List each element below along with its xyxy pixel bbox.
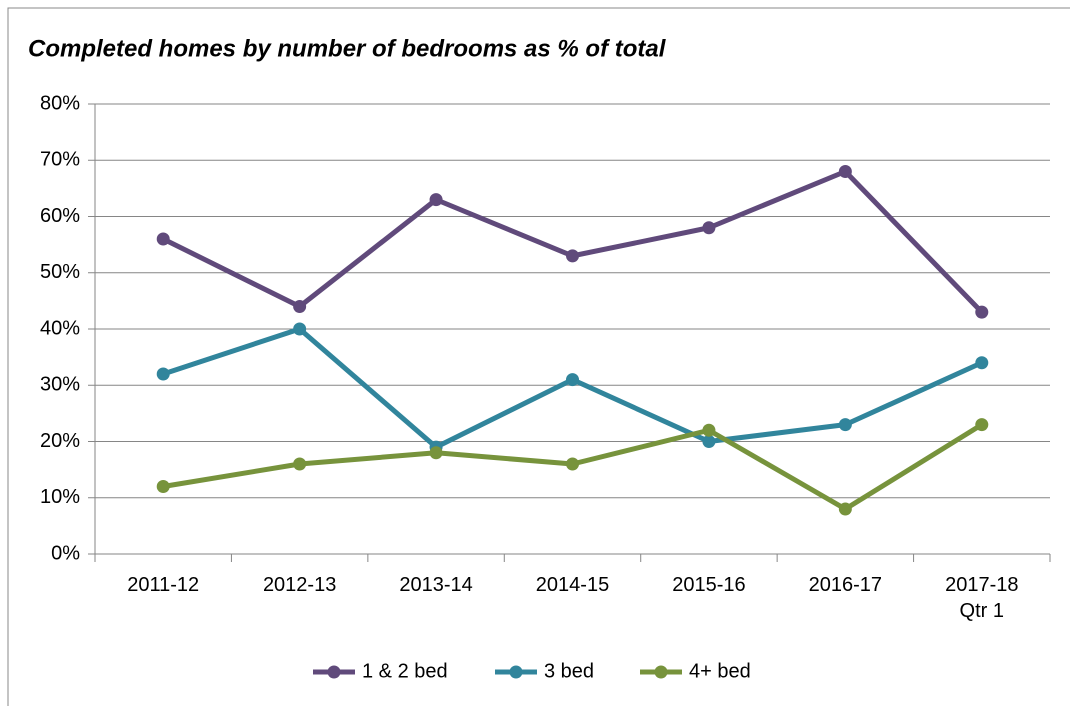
x-tick-label: 2011-12 bbox=[127, 574, 200, 596]
data-point bbox=[838, 502, 852, 516]
legend-marker bbox=[654, 665, 668, 679]
data-point bbox=[429, 193, 443, 207]
data-point bbox=[838, 418, 852, 432]
y-tick-label: 60% bbox=[40, 205, 80, 227]
data-point bbox=[293, 300, 307, 313]
y-tick-label: 50% bbox=[40, 261, 80, 283]
data-point bbox=[838, 165, 852, 178]
y-tick-label: 10% bbox=[40, 486, 80, 508]
chart-title: Completed homes by number of bedrooms as… bbox=[28, 35, 667, 62]
legend-label: 4+ bed bbox=[689, 660, 751, 682]
x-tick-label: 2012-13 bbox=[262, 574, 337, 596]
data-point bbox=[293, 457, 307, 471]
legend-marker bbox=[327, 665, 341, 679]
y-tick-label: 0% bbox=[51, 542, 80, 564]
data-point bbox=[975, 418, 989, 432]
data-point bbox=[702, 435, 716, 448]
chart-border bbox=[7, 7, 1070, 706]
y-tick-label: 80% bbox=[40, 92, 80, 114]
x-tick-label: 2013-14 bbox=[399, 574, 473, 596]
y-tick-label: 30% bbox=[40, 374, 80, 396]
y-tick-label: 20% bbox=[40, 430, 80, 452]
legend-label: 3 bed bbox=[544, 660, 594, 682]
x-tick-label: 2016-17 bbox=[808, 574, 883, 596]
data-point bbox=[156, 367, 170, 381]
data-point bbox=[429, 446, 443, 460]
data-point bbox=[293, 322, 307, 336]
data-point bbox=[702, 221, 716, 235]
x-tick-label: 2017-18 Qtr 1 bbox=[945, 574, 1019, 622]
data-point bbox=[702, 423, 716, 437]
y-tick-label: 70% bbox=[40, 149, 80, 171]
data-point bbox=[156, 480, 170, 493]
y-tick-label: 40% bbox=[40, 317, 80, 339]
legend-marker bbox=[509, 665, 523, 679]
data-point bbox=[156, 232, 170, 246]
x-tick-label: 2014-15 bbox=[535, 574, 610, 596]
data-point bbox=[975, 305, 989, 319]
data-point bbox=[975, 356, 989, 370]
legend-label: 1 & 2 bed bbox=[362, 660, 448, 682]
data-point bbox=[566, 457, 579, 471]
data-point bbox=[566, 373, 579, 387]
series-line bbox=[162, 326, 983, 450]
series-line bbox=[162, 169, 984, 314]
x-tick-label: 2015-16 bbox=[672, 574, 746, 596]
data-point bbox=[566, 249, 579, 263]
